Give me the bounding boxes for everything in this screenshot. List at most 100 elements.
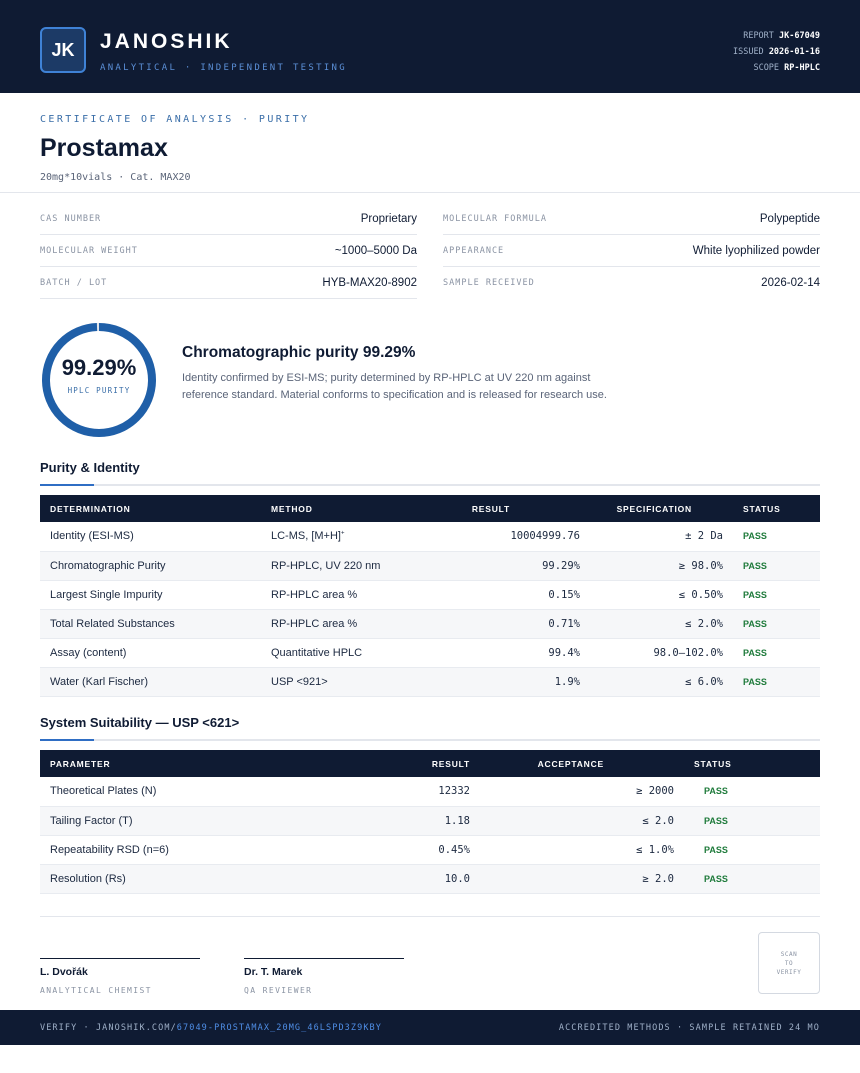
column-header: STATUS bbox=[733, 495, 820, 522]
verify-link[interactable]: 67049-PROSTAMAX_20MG_46LSPD3Z9KBY bbox=[176, 1023, 382, 1033]
table-row: Repeatability RSD (n=6) 0.45% ≤ 1.0% PASS bbox=[40, 835, 820, 865]
status-badge: PASS bbox=[733, 638, 820, 668]
section-underline bbox=[40, 484, 820, 486]
status-badge: PASS bbox=[733, 522, 820, 552]
determination-cell: Identity (ESI-MS) bbox=[40, 522, 261, 552]
issued-label: ISSUED bbox=[732, 47, 764, 57]
signature-block: L. Dvořák ANALYTICAL CHEMIST bbox=[40, 958, 200, 995]
report-footer: VERIFY · JANOSHIK.COM/67049-PROSTAMAX_20… bbox=[0, 1010, 860, 1045]
acceptance-cell: ≤ 1.0% bbox=[500, 835, 684, 865]
determination-cell: Water (Karl Fischer) bbox=[40, 667, 261, 697]
signer-name: L. Dvořák bbox=[40, 966, 88, 978]
status-badge: PASS bbox=[733, 609, 820, 639]
purity-value: 99.29% bbox=[61, 355, 137, 380]
specification-cell: ≤ 2.0% bbox=[590, 609, 733, 639]
section-underline-accent bbox=[40, 484, 94, 486]
column-header: DETERMINATION bbox=[40, 495, 261, 522]
section-heading-system-suitability: System Suitability — USP <621> bbox=[40, 715, 240, 730]
table-row: Tailing Factor (T) 1.18 ≤ 2.0 PASS bbox=[40, 806, 820, 836]
product-subtitle: 20mg*10vials · Cat. MAX20 bbox=[40, 172, 191, 183]
info-label: SAMPLE RECEIVED bbox=[443, 278, 535, 288]
divider bbox=[0, 192, 860, 193]
column-header: RESULT bbox=[441, 495, 590, 522]
specification-cell: ≤ 6.0% bbox=[590, 667, 733, 697]
status-badge: PASS bbox=[733, 580, 820, 610]
method-cell: RP-HPLC, UV 220 nm bbox=[261, 551, 441, 581]
table-header-row: PARAMETER RESULT ACCEPTANCE STATUS bbox=[40, 750, 820, 777]
result-cell: 0.71% bbox=[441, 609, 590, 639]
signature-divider bbox=[40, 916, 820, 917]
info-value: 2026-02-14 bbox=[761, 277, 820, 289]
purity-ring bbox=[42, 323, 156, 437]
result-cell: 12332 bbox=[340, 777, 500, 807]
column-header: ACCEPTANCE bbox=[500, 750, 684, 777]
method-cell: USP <921> bbox=[261, 667, 441, 697]
acceptance-cell: ≥ 2000 bbox=[500, 777, 684, 807]
table-row: Theoretical Plates (N) 12332 ≥ 2000 PASS bbox=[40, 777, 820, 807]
scope-value: RP-HPLC bbox=[784, 63, 820, 73]
info-label: BATCH / LOT bbox=[40, 277, 108, 288]
table-row: Identity (ESI-MS) LC-MS, [M+H]+ 10004999.7… bbox=[40, 522, 820, 552]
section-underline bbox=[40, 739, 820, 741]
specification-cell: ± 2 Da bbox=[590, 522, 733, 552]
result-cell: 99.4% bbox=[441, 638, 590, 668]
table-row: Chromatographic Purity RP-HPLC, UV 220 nm… bbox=[40, 551, 820, 581]
brand-name: JANOSHIK bbox=[100, 30, 233, 53]
brand-tagline: ANALYTICAL · INDEPENDENT TESTING bbox=[100, 63, 347, 73]
result-cell: 10004999.76 bbox=[441, 522, 590, 552]
signer-name: Dr. T. Marek bbox=[244, 966, 303, 978]
signer-role: ANALYTICAL CHEMIST bbox=[40, 986, 152, 995]
info-value: HYB-MAX20-8902 bbox=[322, 276, 417, 289]
parameter-cell: Tailing Factor (T) bbox=[40, 806, 340, 836]
specification-cell: ≤ 0.50% bbox=[590, 580, 733, 610]
table-header-row: DETERMINATION METHOD RESULT SPECIFICATIO… bbox=[40, 495, 820, 522]
determination-cell: Assay (content) bbox=[40, 638, 261, 668]
product-title: Prostamax bbox=[40, 134, 168, 162]
info-appearance: APPEARANCE White lyophilized powder bbox=[443, 235, 820, 267]
info-molecular-weight: MOLECULAR WEIGHT ~1000–5000 Da bbox=[40, 235, 417, 267]
info-cas: CAS NUMBER Proprietary bbox=[40, 203, 417, 235]
purity-identity-table: DETERMINATION METHOD RESULT SPECIFICATIO… bbox=[40, 495, 820, 697]
table-row: Assay (content) Quantitative HPLC 99.4% 98.… bbox=[40, 638, 820, 668]
document-kicker: CERTIFICATE OF ANALYSIS · PURITY bbox=[40, 114, 310, 125]
status-badge: PASS bbox=[733, 551, 820, 581]
method-cell: Quantitative HPLC bbox=[261, 638, 441, 668]
verify-qr-placeholder[interactable]: SCAN TO VERIFY bbox=[758, 932, 820, 994]
verify-prefix: VERIFY · JANOSHIK.COM/ bbox=[40, 1023, 177, 1033]
method-cell: RP-HPLC area % bbox=[261, 609, 441, 639]
info-label: MOLECULAR WEIGHT bbox=[40, 245, 138, 256]
info-value: ~1000–5000 Da bbox=[334, 244, 417, 257]
determination-cell: Largest Single Impurity bbox=[40, 580, 261, 610]
signer-role: QA REVIEWER bbox=[244, 986, 313, 995]
result-cell: 99.29% bbox=[441, 551, 590, 581]
brand-logo: JK bbox=[40, 27, 86, 73]
method-text: Quantitative HPLC bbox=[271, 646, 363, 659]
column-header: SPECIFICATION bbox=[590, 495, 733, 522]
table-row: Total Related Substances RP-HPLC area % 0.… bbox=[40, 609, 820, 639]
table-row: Largest Single Impurity RP-HPLC area % 0.1… bbox=[40, 580, 820, 610]
info-value: Proprietary bbox=[360, 212, 417, 225]
purity-heading: Chromatographic purity 99.29% bbox=[182, 344, 416, 361]
info-label: MOLECULAR FORMULA bbox=[443, 213, 547, 224]
status-badge: PASS bbox=[684, 777, 820, 807]
specification-cell: ≥ 98.0% bbox=[590, 551, 733, 581]
info-label: CAS NUMBER bbox=[40, 213, 102, 224]
method-cell: LC-MS, [M+H]+ bbox=[261, 522, 441, 552]
determination-cell: Chromatographic Purity bbox=[40, 551, 261, 581]
report-label: REPORT bbox=[743, 31, 774, 41]
qr-text: TO bbox=[784, 959, 794, 967]
table-row: Resolution (Rs) 10.0 ≥ 2.0 PASS bbox=[40, 864, 820, 894]
status-badge: PASS bbox=[684, 835, 820, 865]
method-text: RP-HPLC area % bbox=[271, 617, 358, 630]
table-row: Water (Karl Fischer) USP <921> 1.9% ≤ 6.0% P… bbox=[40, 667, 820, 697]
info-value: White lyophilized powder bbox=[692, 244, 820, 257]
info-value: Polypeptide bbox=[759, 212, 820, 225]
result-cell: 10.0 bbox=[340, 864, 500, 894]
parameter-cell: Repeatability RSD (n=6) bbox=[40, 835, 340, 865]
purity-description: Identity confirmed by ESI-MS; purity det… bbox=[182, 372, 607, 401]
purity-ring-arc bbox=[42, 323, 156, 437]
signature-block: Dr. T. Marek QA REVIEWER bbox=[244, 958, 404, 995]
section-underline-accent bbox=[40, 739, 94, 741]
report-meta: REPORT JK-67049 ISSUED 2026-01-16 SCOPE … bbox=[733, 28, 820, 76]
scope-label: SCOPE bbox=[753, 63, 780, 73]
